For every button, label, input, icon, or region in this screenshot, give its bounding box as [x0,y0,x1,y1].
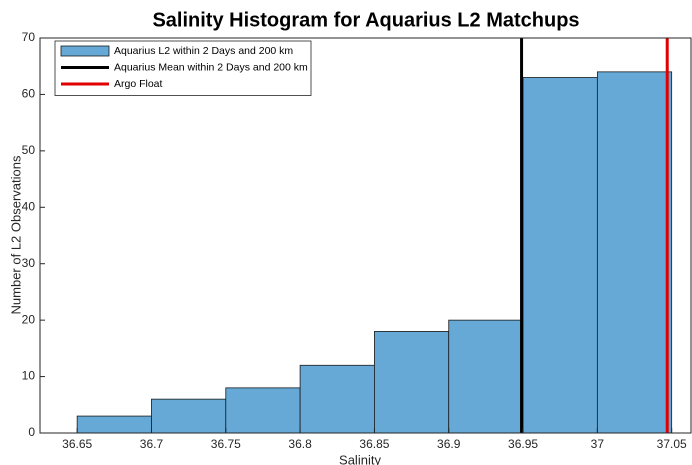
chart-title: Salinity Histogram for Aquarius L2 Match… [152,9,579,31]
x-tick-label: 36.95 [508,437,538,451]
y-tick-label: 0 [28,425,35,439]
bar [522,77,598,434]
x-tick-label: 36.75 [211,437,241,451]
x-tick-label: 36.9 [437,437,461,451]
x-tick-label: 37 [591,437,605,451]
y-tick-label: 60 [22,87,36,101]
bar [151,398,227,434]
bar [374,331,450,434]
legend-label: Argo Float [114,78,163,90]
bar [76,415,152,434]
legend-label: Aquarius Mean within 2 Days and 200 km [114,61,308,73]
y-tick-label: 20 [22,312,36,326]
legend-swatch [60,45,110,57]
y-tick-label: 70 [22,30,36,44]
x-tick-label: 36.8 [288,437,312,451]
bar [299,364,375,434]
x-tick-label: 36.65 [62,437,92,451]
y-tick-label: 50 [22,143,36,157]
y-tick-label: 10 [22,369,36,383]
x-tick-label: 37.05 [657,437,687,451]
bar [448,319,524,434]
legend-label: Aquarius L2 within 2 Days and 200 km [114,45,293,57]
bar [596,71,673,434]
y-tick-label: 40 [22,199,36,213]
x-tick-label: 36.7 [140,437,164,451]
y-axis-label: Number of L2 Observations [8,155,23,314]
plot-frame [39,37,692,434]
bar [225,387,301,434]
x-tick-label: 36.85 [359,437,389,451]
x-axis-label: Salinity [339,452,381,465]
y-tick-label: 30 [22,256,36,270]
